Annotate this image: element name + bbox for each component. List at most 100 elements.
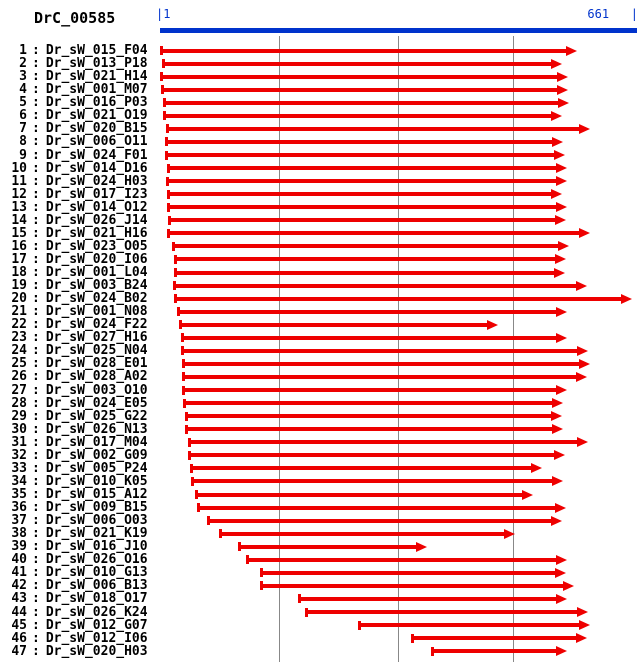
arrow-head	[555, 567, 567, 578]
sequence-row[interactable]: 10: Dr_sW_014_D16	[0, 162, 640, 175]
sequence-row[interactable]: 28: Dr_sW_024_E05	[0, 397, 640, 410]
sequence-row[interactable]: 44: Dr_sW_026_K24	[0, 606, 640, 619]
sequence-row[interactable]: 13: Dr_sW_014_O12	[0, 201, 640, 214]
sequence-row[interactable]: 24: Dr_sW_025_N04	[0, 344, 640, 357]
sequence-row[interactable]: 47: Dr_sW_020_H03	[0, 645, 640, 658]
arrow-head	[558, 241, 570, 252]
sequence-row[interactable]: 33: Dr_sW_005_P24	[0, 462, 640, 475]
sequence-row[interactable]: 18: Dr_sW_001_L04	[0, 266, 640, 279]
sequence-name: Dr_sW_026_O16	[45, 552, 148, 568]
row-label: 18: Dr_sW_001_L04	[10, 266, 147, 279]
row-label: 21: Dr_sW_001_N08	[10, 305, 147, 318]
ruler-end-tick: 661 |	[587, 7, 638, 21]
sequence-row[interactable]: 15: Dr_sW_021_H16	[0, 227, 640, 240]
sequence-row[interactable]: 3: Dr_sW_021_H14	[0, 70, 640, 83]
sequence-row[interactable]: 1: Dr_sW_015_F04	[0, 44, 640, 57]
row-separator: :	[32, 134, 40, 150]
row-label: 5: Dr_sW_016_P03	[10, 95, 147, 111]
sequence-row[interactable]: 40: Dr_sW_026_O16	[0, 553, 640, 566]
row-number: 1	[19, 43, 27, 58]
sequence-row[interactable]: 30: Dr_sW_026_N13	[0, 423, 640, 436]
arrow-head	[579, 620, 590, 631]
sequence-row[interactable]: 32: Dr_sW_002_G09	[0, 449, 640, 462]
sequence-row[interactable]: 31: Dr_sW_017_M04	[0, 436, 640, 449]
arrow-shaft	[172, 244, 562, 249]
sequence-row[interactable]: 29: Dr_sW_025_G22	[0, 410, 640, 423]
row-separator: :	[32, 160, 40, 176]
sequence-row[interactable]: 34: Dr_sW_010_K05	[0, 475, 640, 488]
row-number: 39	[11, 539, 27, 555]
row-number: 6	[19, 108, 27, 124]
sequence-row[interactable]: 38: Dr_sW_021_K19	[0, 527, 640, 540]
sequence-row[interactable]: 6: Dr_sW_021_O19	[0, 109, 640, 122]
arrow-shaft	[181, 374, 580, 379]
sequence-row[interactable]: 36: Dr_sW_009_B15	[0, 501, 640, 514]
row-label: 42: Dr_sW_006_B13	[10, 579, 147, 592]
sequence-row[interactable]: 43: Dr_sW_018_O17	[0, 592, 640, 605]
row-separator: :	[32, 199, 40, 215]
sequence-row[interactable]: 12: Dr_sW_017_I23	[0, 188, 640, 201]
row-separator: :	[32, 434, 40, 450]
sequence-row[interactable]: 22: Dr_sW_024_F22	[0, 318, 640, 331]
sequence-name: Dr_sW_026_J14	[45, 212, 148, 228]
arrow-shaft	[173, 283, 580, 288]
row-separator: :	[32, 604, 40, 620]
arrow-shaft	[162, 61, 554, 66]
sequence-row[interactable]: 8: Dr_sW_006_O11	[0, 135, 640, 148]
sequence-row[interactable]: 27: Dr_sW_003_O10	[0, 384, 640, 397]
arrow-shaft	[305, 610, 580, 614]
row-separator: :	[32, 69, 40, 85]
sequence-row[interactable]: 16: Dr_sW_023_O05	[0, 240, 640, 253]
row-separator: :	[32, 539, 40, 555]
sequence-name: Dr_sW_024_E05	[45, 395, 148, 411]
arrow-shaft	[238, 544, 419, 549]
sequence-row[interactable]: 19: Dr_sW_003_B24	[0, 279, 640, 292]
sequence-row[interactable]: 2: Dr_sW_013_P18	[0, 57, 640, 70]
row-separator: :	[32, 291, 40, 307]
row-number: 47	[11, 643, 27, 659]
sequence-name: Dr_sW_002_G09	[45, 447, 148, 463]
row-number: 5	[19, 95, 27, 111]
sequence-name: Dr_sW_017_I23	[45, 186, 148, 202]
row-label: 8: Dr_sW_006_O11	[10, 134, 147, 150]
sequence-row[interactable]: 46: Dr_sW_012_I06	[0, 632, 640, 645]
arrow-shaft	[259, 570, 559, 575]
sequence-row[interactable]: 39: Dr_sW_016_J10	[0, 540, 640, 553]
arrow-head	[576, 607, 588, 617]
row-separator: :	[32, 251, 40, 267]
sequence-row[interactable]: 7: Dr_sW_020_B15	[0, 122, 640, 135]
sequence-row[interactable]: 11: Dr_sW_024_H03	[0, 175, 640, 188]
sequence-row[interactable]: 35: Dr_sW_015_A12	[0, 488, 640, 501]
sequence-row[interactable]: 17: Dr_sW_020_I06	[0, 253, 640, 266]
sequence-row[interactable]: 45: Dr_sW_012_G07	[0, 619, 640, 632]
arrow-head	[555, 593, 567, 604]
sequence-row[interactable]: 5: Dr_sW_016_P03	[0, 96, 640, 109]
sequence-name: Dr_sW_024_F01	[45, 147, 148, 163]
sequence-row[interactable]: 20: Dr_sW_024_B02	[0, 292, 640, 305]
sequence-row[interactable]: 23: Dr_sW_027_H16	[0, 331, 640, 344]
sequence-row[interactable]: 4: Dr_sW_001_M07	[0, 83, 640, 96]
sequence-name: Dr_sW_010_G13	[45, 565, 148, 581]
sequence-name: Dr_sW_024_H03	[45, 173, 148, 189]
row-number: 44	[11, 604, 27, 620]
sequence-row[interactable]: 21: Dr_sW_001_N08	[0, 305, 640, 318]
sequence-row[interactable]: 42: Dr_sW_006_B13	[0, 579, 640, 592]
arrow-shaft	[165, 179, 559, 184]
arrow-shaft	[431, 649, 559, 654]
sequence-row[interactable]: 9: Dr_sW_024_F01	[0, 149, 640, 162]
row-separator: :	[32, 617, 40, 633]
row-label: 35: Dr_sW_015_A12	[10, 488, 147, 501]
sequence-row[interactable]: 37: Dr_sW_006_O03	[0, 514, 640, 527]
sequence-name: Dr_sW_021_K19	[45, 526, 148, 542]
sequence-row[interactable]: 25: Dr_sW_028_E01	[0, 357, 640, 370]
arrow-head	[566, 45, 577, 56]
arrow-head	[620, 293, 632, 304]
sequence-name: Dr_sW_012_I06	[45, 630, 148, 646]
arrow-shaft	[173, 270, 557, 275]
sequence-row[interactable]: 41: Dr_sW_010_G13	[0, 566, 640, 579]
sequence-row[interactable]: 14: Dr_sW_026_J14	[0, 214, 640, 227]
sequence-row[interactable]: 26: Dr_sW_028_A02	[0, 370, 640, 383]
row-label: 20: Dr_sW_024_B02	[10, 291, 147, 307]
row-separator: :	[32, 460, 40, 476]
row-number: 10	[11, 160, 27, 176]
